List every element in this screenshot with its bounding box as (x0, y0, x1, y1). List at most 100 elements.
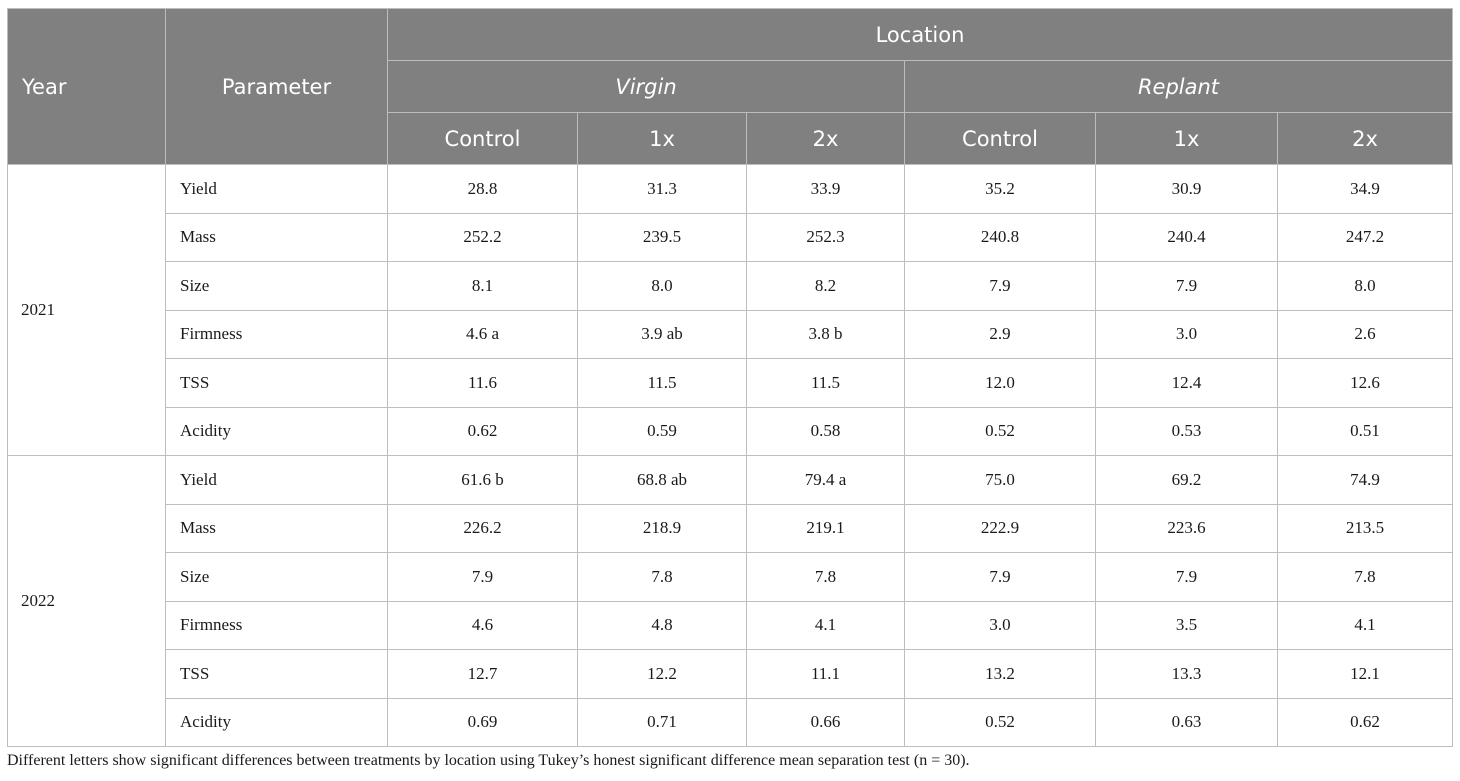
value-cell: 74.9 (1276, 455, 1454, 505)
value-cell: 219.1 (746, 503, 905, 553)
value-cell: 7.9 (1095, 552, 1278, 602)
value-cell: 0.62 (1276, 697, 1454, 747)
value-cell: 2.9 (904, 309, 1096, 359)
value-cell: 3.0 (1095, 309, 1278, 359)
value-cell: 34.9 (1276, 164, 1454, 214)
value-cell: 12.0 (904, 358, 1096, 408)
value-cell: 13.3 (1095, 649, 1278, 699)
value-cell: 0.53 (1095, 406, 1278, 456)
value-cell: 7.9 (904, 552, 1096, 602)
table-row: TSS 12.7 12.2 11.1 13.2 13.3 12.1 (8, 649, 1454, 699)
table-row: Mass 226.2 218.9 219.1 222.9 223.6 213.5 (8, 503, 1454, 553)
value-cell: 35.2 (904, 164, 1096, 214)
value-cell: 0.62 (387, 406, 578, 456)
value-cell: 11.1 (746, 649, 905, 699)
value-cell: 7.9 (387, 552, 578, 602)
value-cell: 0.52 (904, 406, 1096, 456)
value-cell: 0.58 (746, 406, 905, 456)
table-footnote: Different letters show significant diffe… (7, 752, 970, 769)
table-row: Mass 252.2 239.5 252.3 240.8 240.4 247.2 (8, 212, 1454, 262)
header-group-virgin: Virgin (387, 60, 905, 113)
parameter-cell: Yield (165, 164, 388, 214)
header-year: Year (7, 8, 166, 165)
parameter-cell: Size (165, 552, 388, 602)
parameter-cell: Yield (165, 455, 388, 505)
value-cell: 12.1 (1276, 649, 1454, 699)
value-cell: 7.8 (746, 552, 905, 602)
value-cell: 11.6 (387, 358, 578, 408)
table-body: 2021 Yield 28.8 31.3 33.9 35.2 30.9 34.9 Mass 252… (7, 164, 1454, 747)
value-cell: 4.6 (387, 600, 578, 650)
results-table: Year Parameter Location Virgin Replant C… (7, 8, 1454, 747)
value-cell: 12.4 (1095, 358, 1278, 408)
value-cell: 61.6 b (387, 455, 578, 505)
value-cell: 8.1 (387, 261, 578, 311)
value-cell: 0.52 (904, 697, 1096, 747)
table-row: Firmness 4.6 a 3.9 ab 3.8 b 2.9 3.0 2.6 (8, 309, 1454, 359)
value-cell: 13.2 (904, 649, 1096, 699)
year-cell: 2021 (7, 164, 166, 456)
value-cell: 28.8 (387, 164, 578, 214)
value-cell: 12.2 (577, 649, 747, 699)
value-cell: 252.2 (387, 212, 578, 262)
header-treatment: 2x (1276, 112, 1454, 165)
parameter-cell: Firmness (165, 309, 388, 359)
value-cell: 223.6 (1095, 503, 1278, 553)
table-row: Firmness 4.6 4.8 4.1 3.0 3.5 4.1 (8, 600, 1454, 650)
value-cell: 4.1 (1276, 600, 1454, 650)
parameter-cell: Firmness (165, 600, 388, 650)
value-cell: 240.8 (904, 212, 1096, 262)
value-cell: 3.9 ab (577, 309, 747, 359)
value-cell: 12.6 (1276, 358, 1454, 408)
header-treatment: 1x (577, 112, 747, 165)
table-row: Size 7.9 7.8 7.8 7.9 7.9 7.8 (8, 552, 1454, 602)
value-cell: 31.3 (577, 164, 747, 214)
header-treatment: Control (904, 112, 1096, 165)
value-cell: 11.5 (577, 358, 747, 408)
parameter-cell: TSS (165, 649, 388, 699)
value-cell: 252.3 (746, 212, 905, 262)
value-cell: 7.8 (1276, 552, 1454, 602)
value-cell: 4.8 (577, 600, 747, 650)
value-cell: 0.71 (577, 697, 747, 747)
value-cell: 79.4 a (746, 455, 905, 505)
header-treatment: Control (387, 112, 578, 165)
value-cell: 33.9 (746, 164, 905, 214)
table-row: 2022 Yield 61.6 b 68.8 ab 79.4 a 75.0 69.2 74.9 (7, 455, 1454, 747)
header-treatment: 2x (746, 112, 905, 165)
header-location: Location (386, 8, 1454, 61)
table-row: Acidity 0.69 0.71 0.66 0.52 0.63 0.62 (8, 697, 1454, 747)
table-row: Size 8.1 8.0 8.2 7.9 7.9 8.0 (8, 261, 1454, 311)
value-cell: 8.0 (577, 261, 747, 311)
value-cell: 0.51 (1276, 406, 1454, 456)
table-container: Year Parameter Location Virgin Replant C… (7, 8, 1454, 747)
value-cell: 0.63 (1095, 697, 1278, 747)
value-cell: 4.1 (746, 600, 905, 650)
header-group-replant: Replant (903, 60, 1454, 113)
parameter-cell: Acidity (165, 697, 388, 747)
value-cell: 7.9 (904, 261, 1096, 311)
table-row: TSS 11.6 11.5 11.5 12.0 12.4 12.6 (8, 358, 1454, 408)
parameter-cell: Mass (165, 503, 388, 553)
value-cell: 8.2 (746, 261, 905, 311)
value-cell: 7.9 (1095, 261, 1278, 311)
value-cell: 222.9 (904, 503, 1096, 553)
value-cell: 218.9 (577, 503, 747, 553)
parameter-cell: Mass (165, 212, 388, 262)
value-cell: 3.0 (904, 600, 1096, 650)
parameter-cell: Acidity (165, 406, 388, 456)
value-cell: 0.59 (577, 406, 747, 456)
value-cell: 12.7 (387, 649, 578, 699)
value-cell: 240.4 (1095, 212, 1278, 262)
value-cell: 247.2 (1276, 212, 1454, 262)
value-cell: 30.9 (1095, 164, 1278, 214)
value-cell: 2.6 (1276, 309, 1454, 359)
value-cell: 3.8 b (746, 309, 905, 359)
parameter-cell: TSS (165, 358, 388, 408)
value-cell: 3.5 (1095, 600, 1278, 650)
value-cell: 75.0 (904, 455, 1096, 505)
value-cell: 4.6 a (387, 309, 578, 359)
value-cell: 213.5 (1276, 503, 1454, 553)
value-cell: 0.66 (746, 697, 905, 747)
value-cell: 7.8 (577, 552, 747, 602)
